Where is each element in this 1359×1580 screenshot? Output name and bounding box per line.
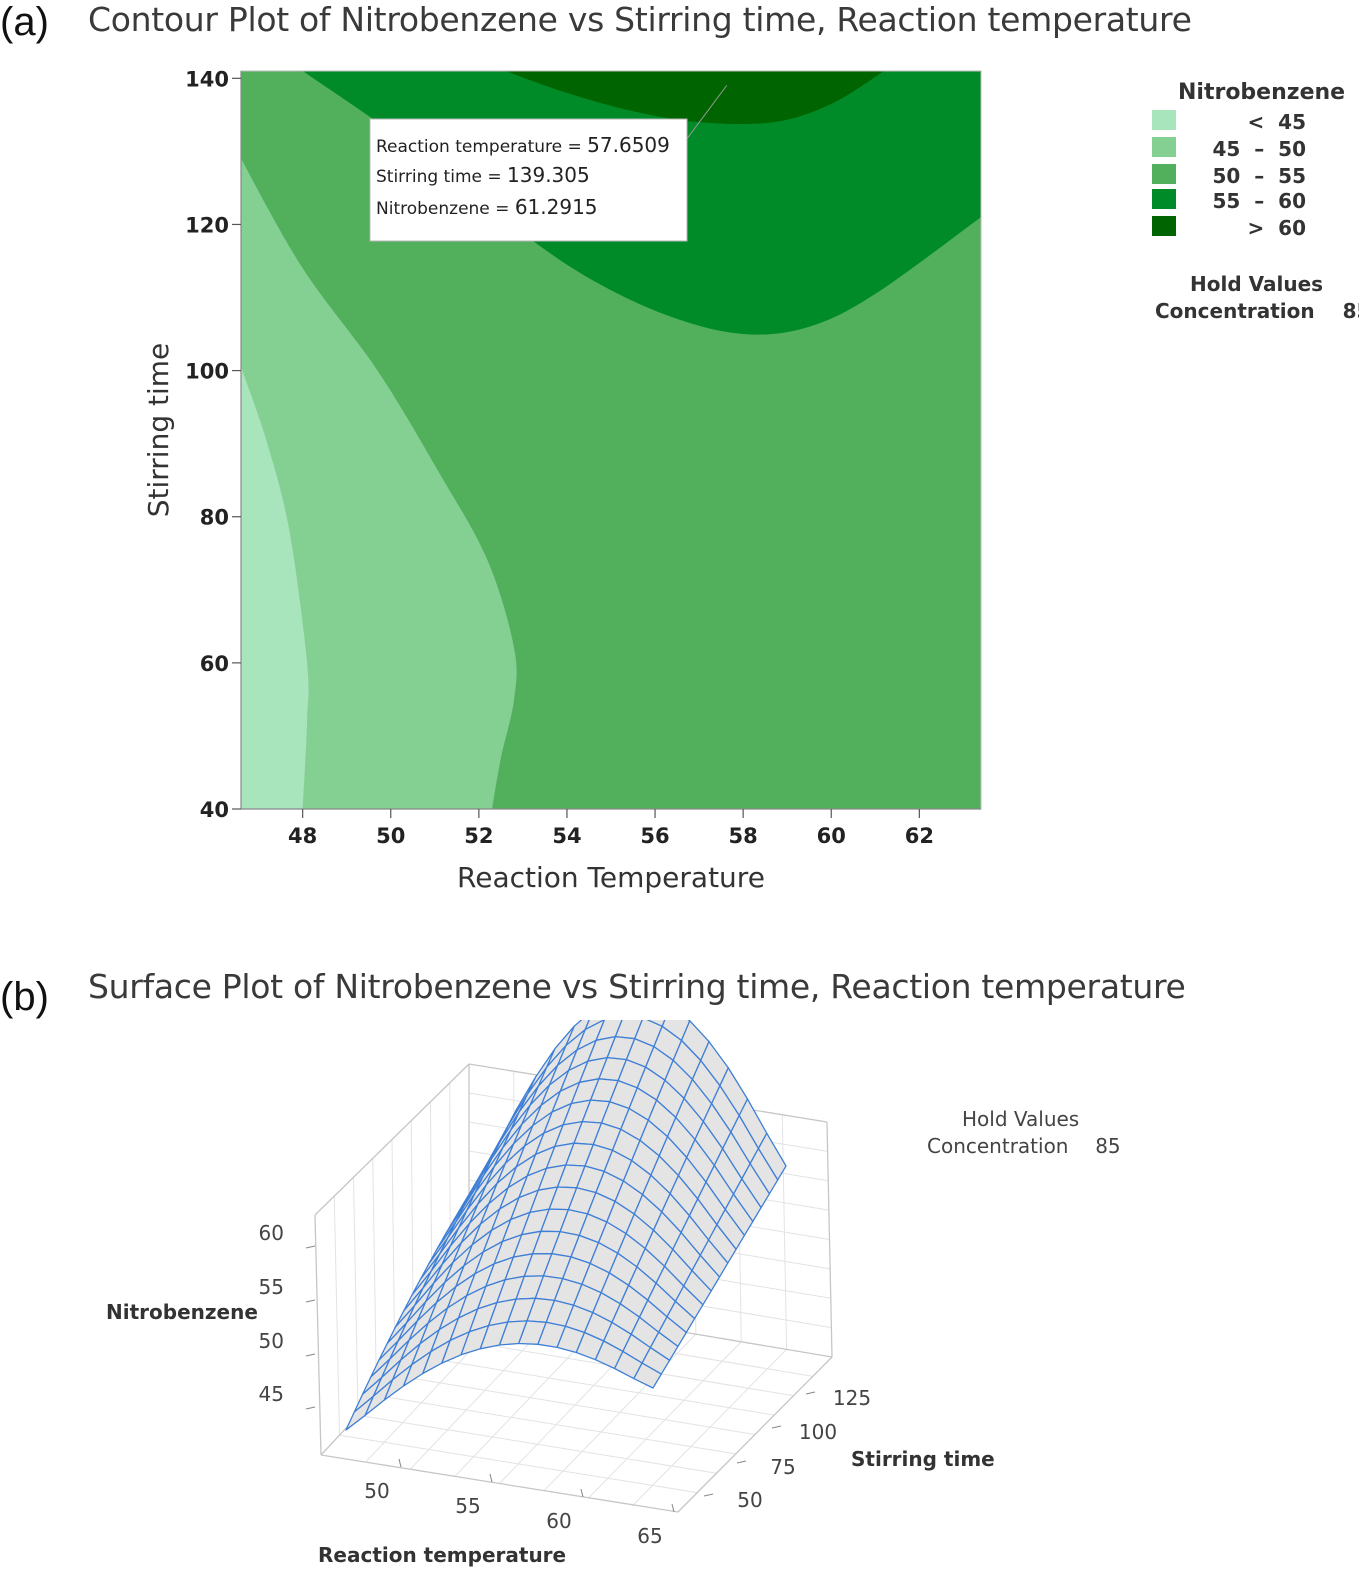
y-tick — [703, 1493, 714, 1497]
back-grid-line — [781, 1114, 788, 1350]
x-tick-label: 50 — [364, 1479, 389, 1503]
x-tick-label: 62 — [905, 824, 934, 848]
floor-grid-line — [588, 1341, 742, 1499]
legend-item-label: 55 – 60 — [1212, 189, 1306, 213]
x-axis-label: Reaction temperature — [318, 1543, 566, 1567]
tooltip-box — [369, 118, 688, 242]
contour-plot-title: Contour Plot of Nitrobenzene vs Stirring… — [88, 0, 1192, 39]
z-tick — [305, 1245, 316, 1249]
side-grid-line — [372, 1158, 377, 1396]
legend-swatch — [1152, 189, 1176, 209]
tooltip-row: Stirring time = 139.305 — [376, 163, 590, 187]
side-grid-line — [333, 1196, 340, 1436]
y-tick-label: 60 — [200, 652, 229, 676]
legend-item: 50 – 55 — [1152, 164, 1342, 188]
floor-grid-line — [413, 1355, 775, 1416]
y-tick — [805, 1391, 816, 1395]
z-tick-label: 55 — [259, 1275, 284, 1299]
legend-swatch — [1152, 164, 1176, 184]
legend-swatch — [1152, 216, 1176, 236]
legend-item-label: > 60 — [1247, 216, 1306, 240]
y-tick-label: 100 — [185, 360, 229, 384]
surface-cell — [633, 1362, 662, 1389]
box-edge — [826, 1121, 833, 1358]
y-tick — [771, 1425, 782, 1429]
surface-hold-values-name: Concentration — [927, 1134, 1069, 1158]
x-tick — [580, 1488, 584, 1498]
contour-legend: Nitrobenzene < 45 45 – 50 50 – 55 55 – 6… — [1150, 80, 1350, 250]
legend-item: < 45 — [1152, 110, 1342, 134]
x-tick-label: 58 — [729, 824, 758, 848]
hold-values-title: Hold Values — [1190, 272, 1324, 296]
z-tick-label: 60 — [259, 1221, 284, 1245]
legend-item: > 60 — [1152, 216, 1342, 240]
y-tick-label: 100 — [799, 1420, 837, 1444]
y-tick-label: 50 — [737, 1488, 762, 1512]
surface-hold-values-concentration: Concentration 85 — [927, 1134, 1121, 1158]
y-tick-label: 120 — [185, 213, 229, 237]
x-tick-label: 48 — [288, 824, 317, 848]
y-axis-label: Stirring time — [142, 343, 175, 518]
z-tick-label: 45 — [259, 1382, 284, 1406]
panel-b-label: (b) — [0, 975, 49, 1019]
box-edge — [677, 1356, 833, 1513]
x-tick — [489, 1473, 493, 1483]
contour-region-gt-60 — [505, 71, 885, 125]
surface-plot-title: Surface Plot of Nitrobenzene vs Stirring… — [88, 967, 1186, 1006]
legend-item: 55 – 60 — [1152, 189, 1342, 213]
tooltip-row: Nitrobenzene = 61.2915 — [376, 195, 598, 219]
y-tick — [736, 1460, 747, 1464]
x-tick-label: 50 — [376, 824, 405, 848]
z-tick — [305, 1353, 316, 1357]
legend-item-label: 45 – 50 — [1212, 137, 1306, 161]
floor-grid-line — [543, 1333, 697, 1491]
x-tick-label: 60 — [546, 1509, 571, 1533]
side-grid-line — [353, 1177, 359, 1416]
y-tick-label: 125 — [833, 1386, 871, 1410]
panel-a-label: (a) — [0, 0, 49, 44]
hold-values-name: Concentration — [1155, 299, 1315, 323]
legend-title: Nitrobenzene — [1178, 80, 1346, 105]
x-tick-label: 55 — [455, 1494, 480, 1518]
tooltip-leader-line — [685, 85, 728, 141]
legend-item-label: 50 – 55 — [1212, 164, 1306, 188]
y-tick-label: 140 — [185, 67, 229, 91]
x-tick-label: 65 — [637, 1524, 662, 1548]
x-tick-label: 60 — [817, 824, 846, 848]
legend-swatch — [1152, 137, 1176, 157]
box-edge — [320, 1454, 679, 1513]
box-edge — [314, 1063, 470, 1216]
surface-hold-values-value: 85 — [1095, 1134, 1121, 1158]
floor-grid-line — [394, 1375, 756, 1435]
y-tick-label: 80 — [200, 506, 229, 530]
tooltip-row: Reaction temperature = 57.6509 — [376, 133, 670, 157]
contour-region-45-50 — [241, 158, 517, 809]
contour-region-lt-45 — [241, 366, 309, 809]
y-axis-label: Stirring time — [851, 1447, 995, 1471]
x-tick-label: 56 — [640, 824, 669, 848]
y-tick-label: 40 — [200, 798, 229, 822]
hold-values-concentration: Concentration 85 — [1155, 299, 1359, 323]
x-tick-label: 54 — [552, 824, 581, 848]
hold-values-value: 85 — [1342, 299, 1359, 323]
legend-item: 45 – 50 — [1152, 137, 1342, 161]
legend-item-label: < 45 — [1247, 110, 1306, 134]
x-tick-label: 52 — [464, 824, 493, 848]
x-tick — [671, 1503, 675, 1513]
z-axis-label: Nitrobenzene — [106, 1300, 258, 1324]
x-axis-label: Reaction Temperature — [457, 861, 765, 894]
contour-plot: 48 50 52 54 56 58 60 62 40 60 80 100 120 140 Reaction … — [142, 67, 982, 894]
floor-grid-line — [633, 1349, 787, 1506]
z-tick — [305, 1299, 316, 1303]
z-tick — [305, 1406, 316, 1410]
box-edge — [314, 1214, 322, 1456]
z-tick-label: 50 — [259, 1329, 284, 1353]
legend-swatch — [1152, 110, 1176, 130]
y-tick-label: 75 — [770, 1455, 795, 1479]
surface-hold-values-title: Hold Values — [962, 1107, 1080, 1131]
x-tick — [398, 1458, 402, 1468]
